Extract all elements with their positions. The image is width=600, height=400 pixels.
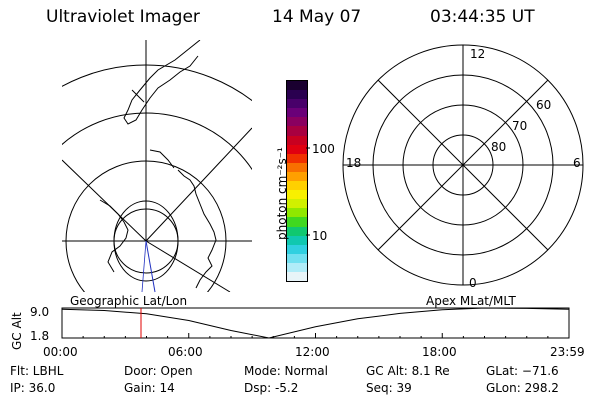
colorbar-segment — [287, 244, 307, 254]
mode-status: Mode: Normal — [244, 364, 328, 378]
mlat-70-label: 70 — [512, 119, 528, 133]
mlt-18-label: 18 — [346, 156, 362, 170]
glat-status: GLat: −71.6 — [486, 364, 559, 378]
gc-alt-status: GC Alt: 8.1 Re — [366, 364, 450, 378]
colorbar-segment — [287, 226, 307, 236]
mlt-0-label: 0 — [469, 276, 477, 290]
colorbar-segment — [287, 262, 307, 272]
colorbar-segment — [287, 271, 307, 282]
x-tick-1200: 12:00 — [295, 345, 330, 359]
mlt-12-label: 12 — [470, 47, 486, 61]
colorbar-segment — [287, 117, 307, 127]
x-tick-0000: 00:00 — [43, 345, 78, 359]
colorbar-segment — [287, 253, 307, 263]
date-label: 14 May 07 — [272, 7, 362, 27]
altitude-min-label: 1.8 — [30, 329, 50, 343]
colorbar-segment — [287, 144, 307, 154]
door-status: Door: Open — [124, 364, 193, 378]
colorbar-segment — [287, 81, 307, 91]
altitude-plot-frame — [61, 307, 570, 339]
x-tick-1800: 18:00 — [422, 345, 457, 359]
dsp-status: Dsp: -5.2 — [244, 381, 299, 395]
glon-status: GLon: 298.2 — [486, 381, 559, 395]
geographic-panel-label: Geographic Lat/Lon — [70, 294, 188, 308]
altitude-axis-label: GC Alt — [10, 312, 24, 350]
x-tick-2359: 23:59 — [550, 345, 585, 359]
gain-status: Gain: 14 — [124, 381, 175, 395]
mlt-6-label: 6 — [573, 156, 581, 170]
seq-status: Seq: 39 — [366, 381, 412, 395]
colorbar-segment — [287, 208, 307, 218]
colorbar-segment — [287, 99, 307, 109]
colorbar-unit-label: photon cm⁻²s⁻¹ — [275, 147, 289, 240]
colorbar-segment — [287, 190, 307, 200]
colorbar-tick-10: 10 — [312, 229, 328, 243]
apex-panel-label: Apex MLat/MLT — [426, 294, 516, 308]
colorbar-segment — [287, 135, 307, 145]
colorbar-tick-100: 100 — [312, 142, 335, 156]
altitude-curve — [61, 307, 570, 339]
colorbar-segment — [287, 153, 307, 163]
time-label: 03:44:35 UT — [430, 7, 535, 27]
colorbar-segment — [287, 162, 307, 172]
altitude-max-label: 9.0 — [30, 305, 50, 319]
filter-status: Flt: LBHL — [10, 364, 64, 378]
instrument-title: Ultraviolet Imager — [46, 7, 200, 27]
ip-status: IP: 36.0 — [10, 381, 56, 395]
colorbar-segment — [287, 108, 307, 118]
color-scale-bar — [286, 80, 308, 282]
colorbar-segment — [287, 181, 307, 191]
colorbar-segment — [287, 126, 307, 136]
mlat-80-label: 80 — [491, 140, 507, 154]
x-tick-0600: 06:00 — [168, 345, 203, 359]
colorbar-segment — [287, 235, 307, 245]
colorbar-segment — [287, 199, 307, 209]
mlat-60-label: 60 — [536, 98, 552, 112]
colorbar-segment — [287, 90, 307, 100]
colorbar-segment — [287, 171, 307, 182]
colorbar-segment — [287, 217, 307, 227]
